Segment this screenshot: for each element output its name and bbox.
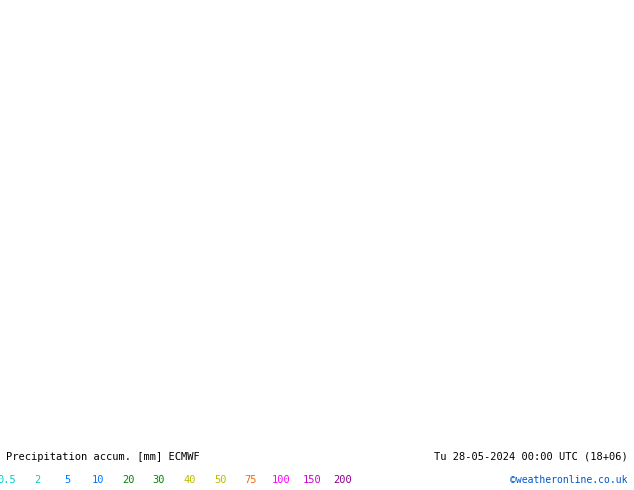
- Text: Precipitation accum. [mm] ECMWF: Precipitation accum. [mm] ECMWF: [6, 452, 200, 462]
- Text: 200: 200: [333, 475, 352, 486]
- Text: 0.5: 0.5: [0, 475, 16, 486]
- Text: 150: 150: [302, 475, 321, 486]
- Text: Tu 28-05-2024 00:00 UTC (18+06): Tu 28-05-2024 00:00 UTC (18+06): [434, 452, 628, 462]
- Text: 2: 2: [34, 475, 40, 486]
- Text: 40: 40: [183, 475, 196, 486]
- Text: 30: 30: [153, 475, 165, 486]
- Text: 5: 5: [64, 475, 70, 486]
- Text: 50: 50: [214, 475, 226, 486]
- Text: ©weatheronline.co.uk: ©weatheronline.co.uk: [510, 475, 628, 486]
- Text: 20: 20: [122, 475, 135, 486]
- Text: 75: 75: [245, 475, 257, 486]
- Text: 10: 10: [92, 475, 104, 486]
- Text: 100: 100: [272, 475, 290, 486]
